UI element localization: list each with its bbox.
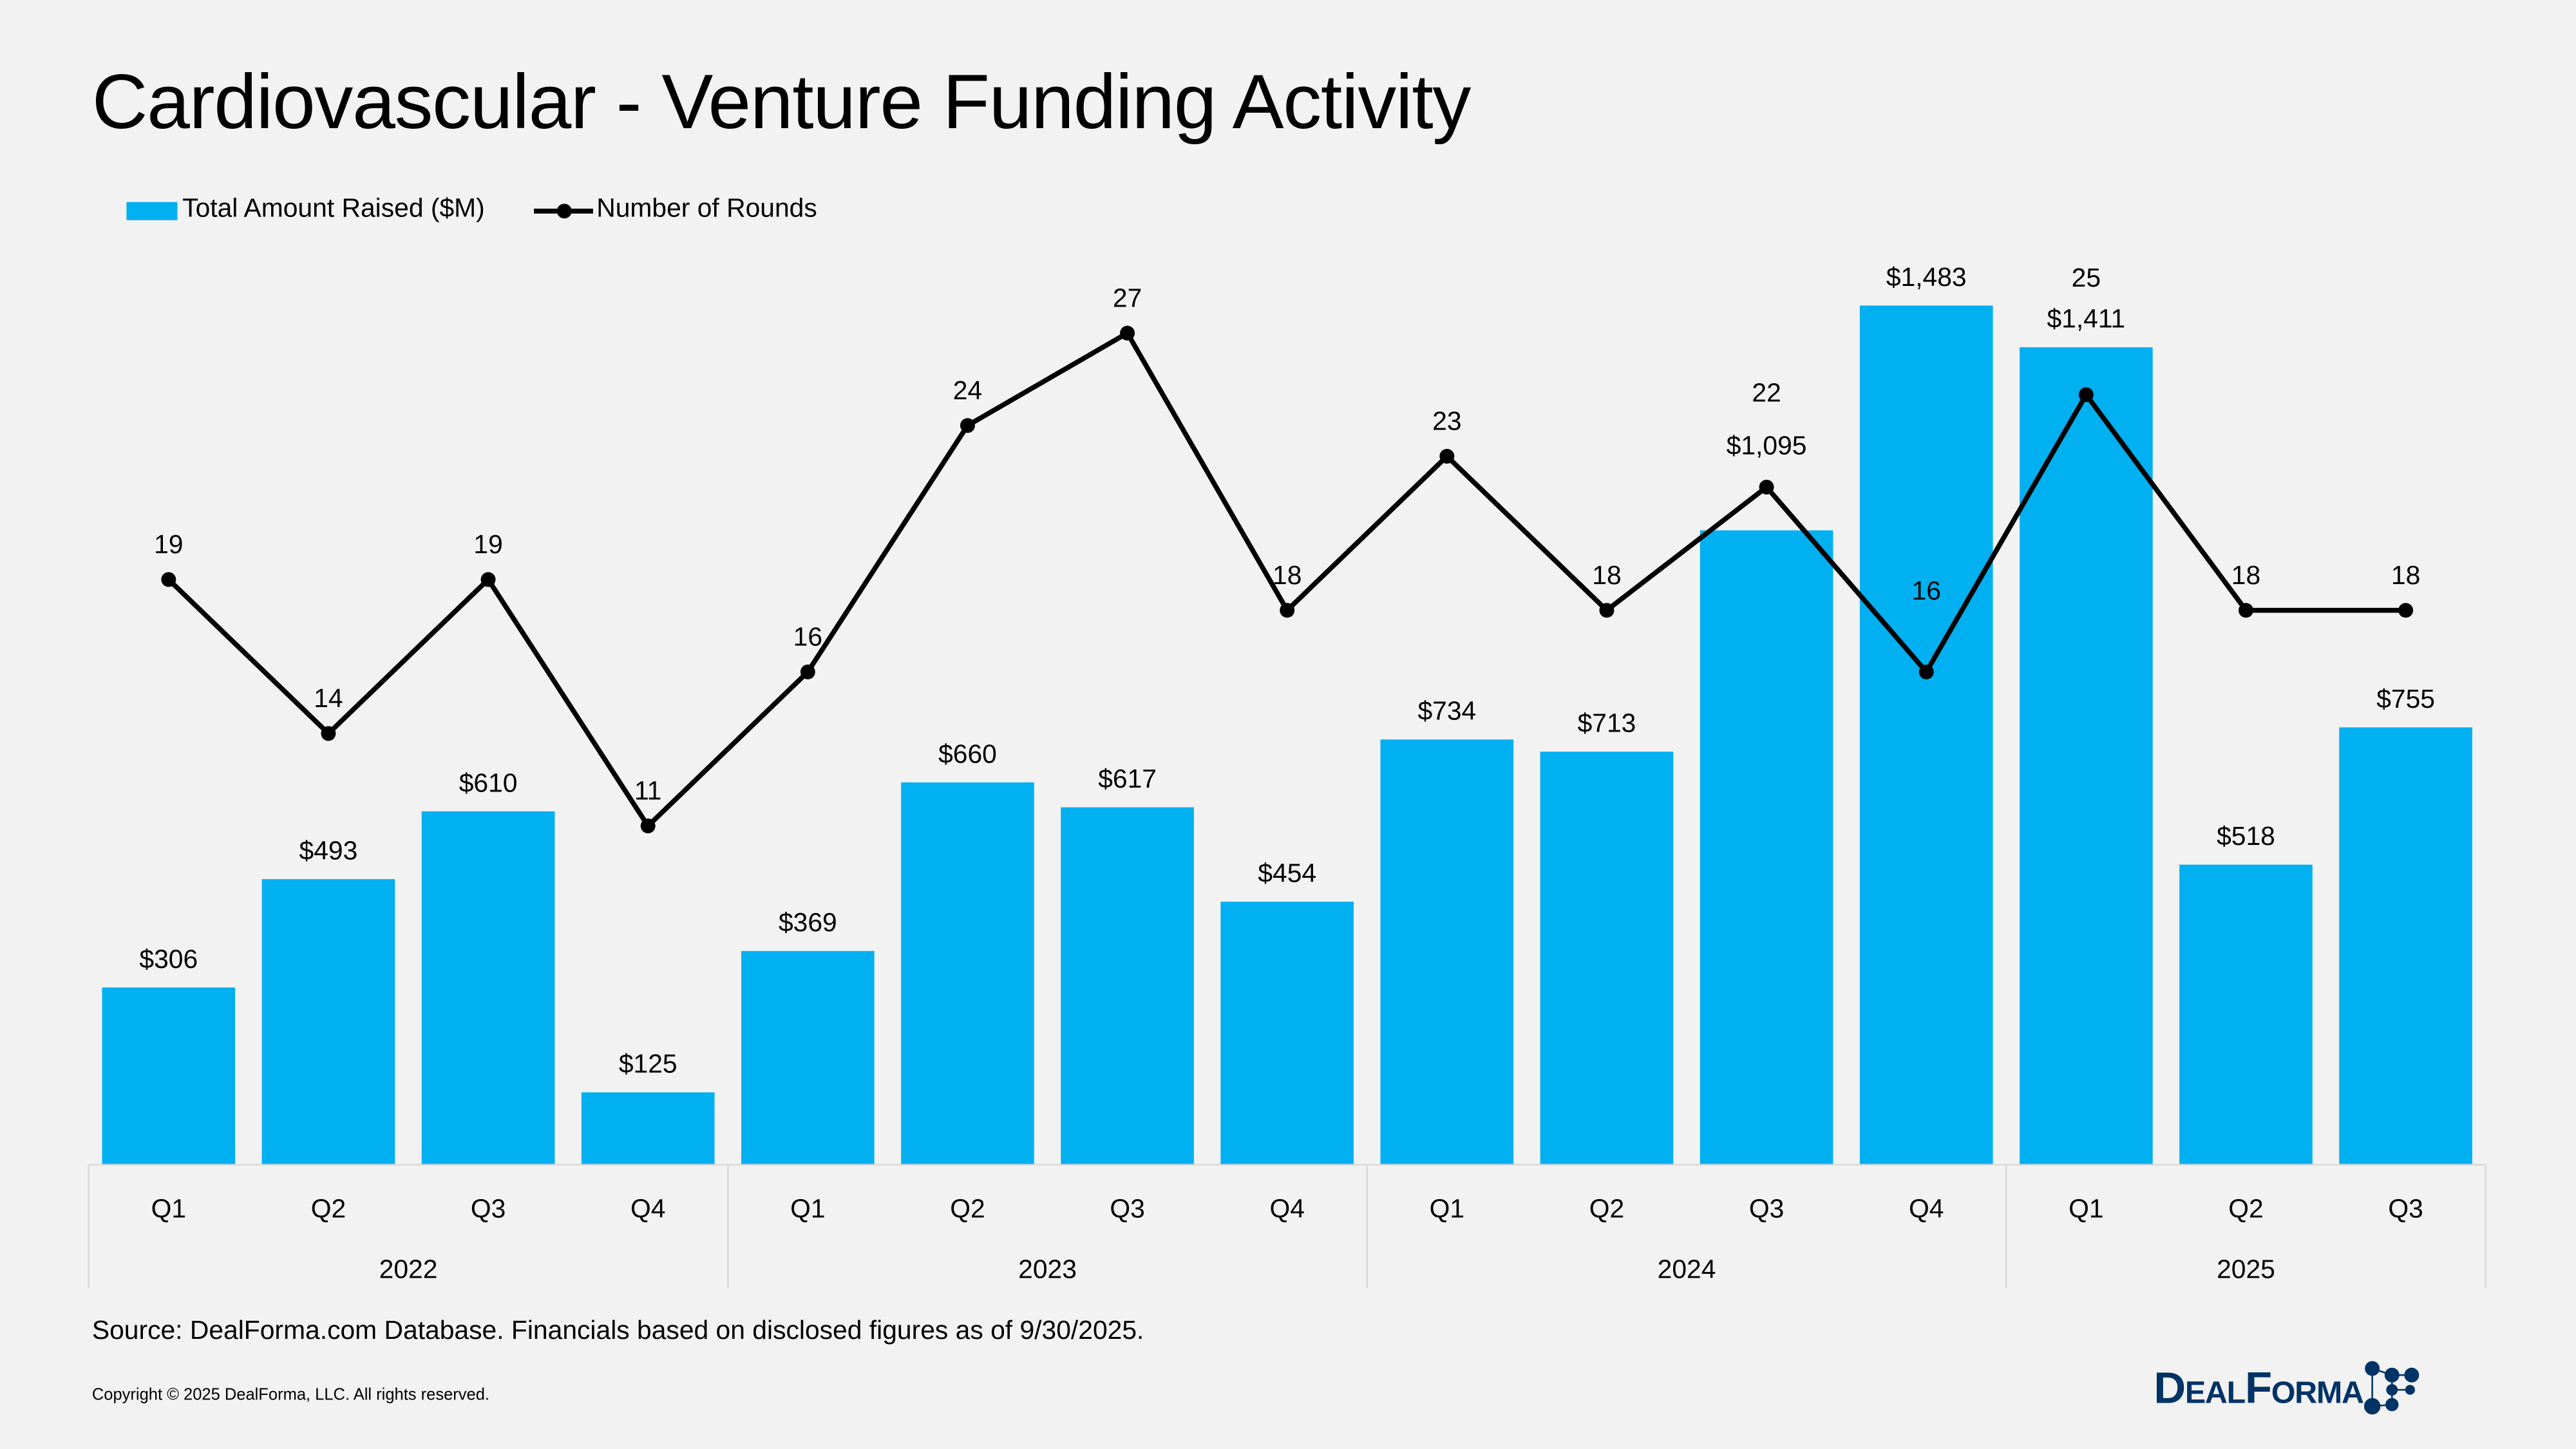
rounds-point (161, 572, 176, 587)
bar (1220, 902, 1354, 1165)
bar (102, 987, 236, 1165)
bar (1700, 530, 1833, 1165)
legend-bar-label: Total Amount Raised ($M) (182, 195, 485, 223)
rounds-value-label: 11 (634, 776, 661, 806)
rounds-point (1439, 449, 1455, 464)
bar-value-label: $306 (139, 944, 198, 974)
rounds-value-label: 23 (1432, 406, 1461, 436)
rounds-value-label: 14 (314, 683, 343, 713)
bar-value-label: $610 (459, 768, 518, 797)
rounds-value-label: 18 (1592, 560, 1621, 590)
bar-value-label: $518 (2217, 821, 2275, 851)
source-note: Source: DealForma.com Database. Financia… (91, 1317, 1144, 1346)
bar-value-label: $713 (1578, 708, 1636, 738)
quarter-tick-label: Q3 (2388, 1193, 2423, 1223)
bar-value-label: $1,095 (1727, 430, 1807, 460)
quarter-tick-label: Q3 (1749, 1193, 1784, 1223)
rounds-point (1280, 603, 1295, 618)
quarter-tick-label: Q1 (790, 1193, 825, 1223)
bar (1380, 739, 1514, 1165)
rounds-value-label: 25 (2072, 263, 2101, 292)
quarter-tick-label: Q2 (311, 1193, 346, 1223)
rounds-value-label: 16 (793, 622, 822, 652)
rounds-point (2398, 603, 2414, 618)
quarter-tick-label: Q3 (471, 1193, 506, 1223)
legend-line-label: Number of Rounds (596, 195, 817, 223)
bar-value-label: $1,411 (2047, 304, 2125, 334)
rounds-point (1599, 603, 1615, 618)
rounds-value-label: 18 (2231, 560, 2260, 590)
bar-value-label: $125 (619, 1049, 677, 1079)
quarter-tick-label: Q1 (2069, 1193, 2103, 1223)
rounds-value-label: 24 (953, 375, 982, 405)
legend-line-marker (534, 203, 594, 218)
bar (901, 782, 1034, 1165)
rounds-point (1918, 664, 1934, 679)
rounds-value-label: 16 (1912, 576, 1941, 605)
bar (2179, 864, 2313, 1165)
rounds-value-label: 19 (154, 529, 183, 559)
bar (1859, 305, 1993, 1165)
quarter-tick-label: Q2 (950, 1193, 985, 1223)
rounds-point (2078, 387, 2094, 402)
year-tick-label: 2022 (379, 1255, 438, 1284)
bar-value-label: $755 (2376, 684, 2435, 714)
bar-value-label: $454 (1258, 858, 1316, 888)
rounds-point (480, 572, 496, 587)
bar-value-label: $493 (299, 836, 358, 866)
rounds-point (800, 664, 815, 679)
rounds-value-label: 27 (1113, 283, 1142, 312)
bar (1061, 807, 1194, 1165)
bar (421, 811, 555, 1165)
quarter-tick-label: Q1 (1430, 1193, 1464, 1223)
bar (581, 1092, 715, 1165)
rounds-value-label: 19 (473, 529, 502, 559)
year-tick-label: 2024 (1658, 1255, 1716, 1284)
dealforma-logo: DealForma (2154, 1360, 2429, 1416)
quarter-tick-label: Q4 (1269, 1193, 1304, 1223)
bar (2339, 727, 2472, 1165)
quarter-tick-label: Q2 (2228, 1193, 2263, 1223)
quarter-tick-label: Q3 (1110, 1193, 1144, 1223)
rounds-value-label: 22 (1752, 378, 1781, 408)
rounds-point (1759, 479, 1774, 495)
rounds-point (640, 819, 656, 833)
quarter-tick-label: Q2 (1589, 1193, 1624, 1223)
rounds-point (960, 418, 975, 433)
rounds-value-label: 18 (1273, 560, 1302, 590)
quarter-tick-label: Q4 (1909, 1193, 1944, 1223)
bar (2020, 347, 2153, 1165)
quarter-tick-label: Q1 (151, 1193, 186, 1223)
rounds-value-label: 18 (2391, 560, 2420, 590)
bar-value-label: $369 (779, 907, 837, 937)
bar-value-label: $617 (1098, 764, 1157, 793)
bar (1540, 752, 1674, 1165)
logo-network-icon (2363, 1361, 2419, 1415)
year-tick-label: 2025 (2217, 1255, 2275, 1284)
bar (741, 951, 875, 1165)
chart-title: Cardiovascular - Venture Funding Activit… (91, 57, 1472, 145)
rounds-point (2238, 603, 2253, 618)
copyright-note: Copyright © 2025 DealForma, LLC. All rig… (91, 1387, 489, 1405)
bar-value-label: $660 (938, 739, 997, 768)
rounds-point (1120, 325, 1135, 341)
rounds-point (321, 726, 336, 741)
legend-bar-swatch (126, 201, 178, 220)
logo-wordmark: DealForma (2154, 1363, 2364, 1412)
legend: Total Amount Raised ($M) Number of Round… (126, 196, 817, 225)
quarter-tick-label: Q4 (630, 1193, 665, 1223)
bar (261, 879, 395, 1165)
bar-value-label: $1,483 (1886, 262, 1967, 292)
bar-value-label: $734 (1417, 696, 1476, 726)
year-tick-label: 2023 (1018, 1255, 1077, 1284)
